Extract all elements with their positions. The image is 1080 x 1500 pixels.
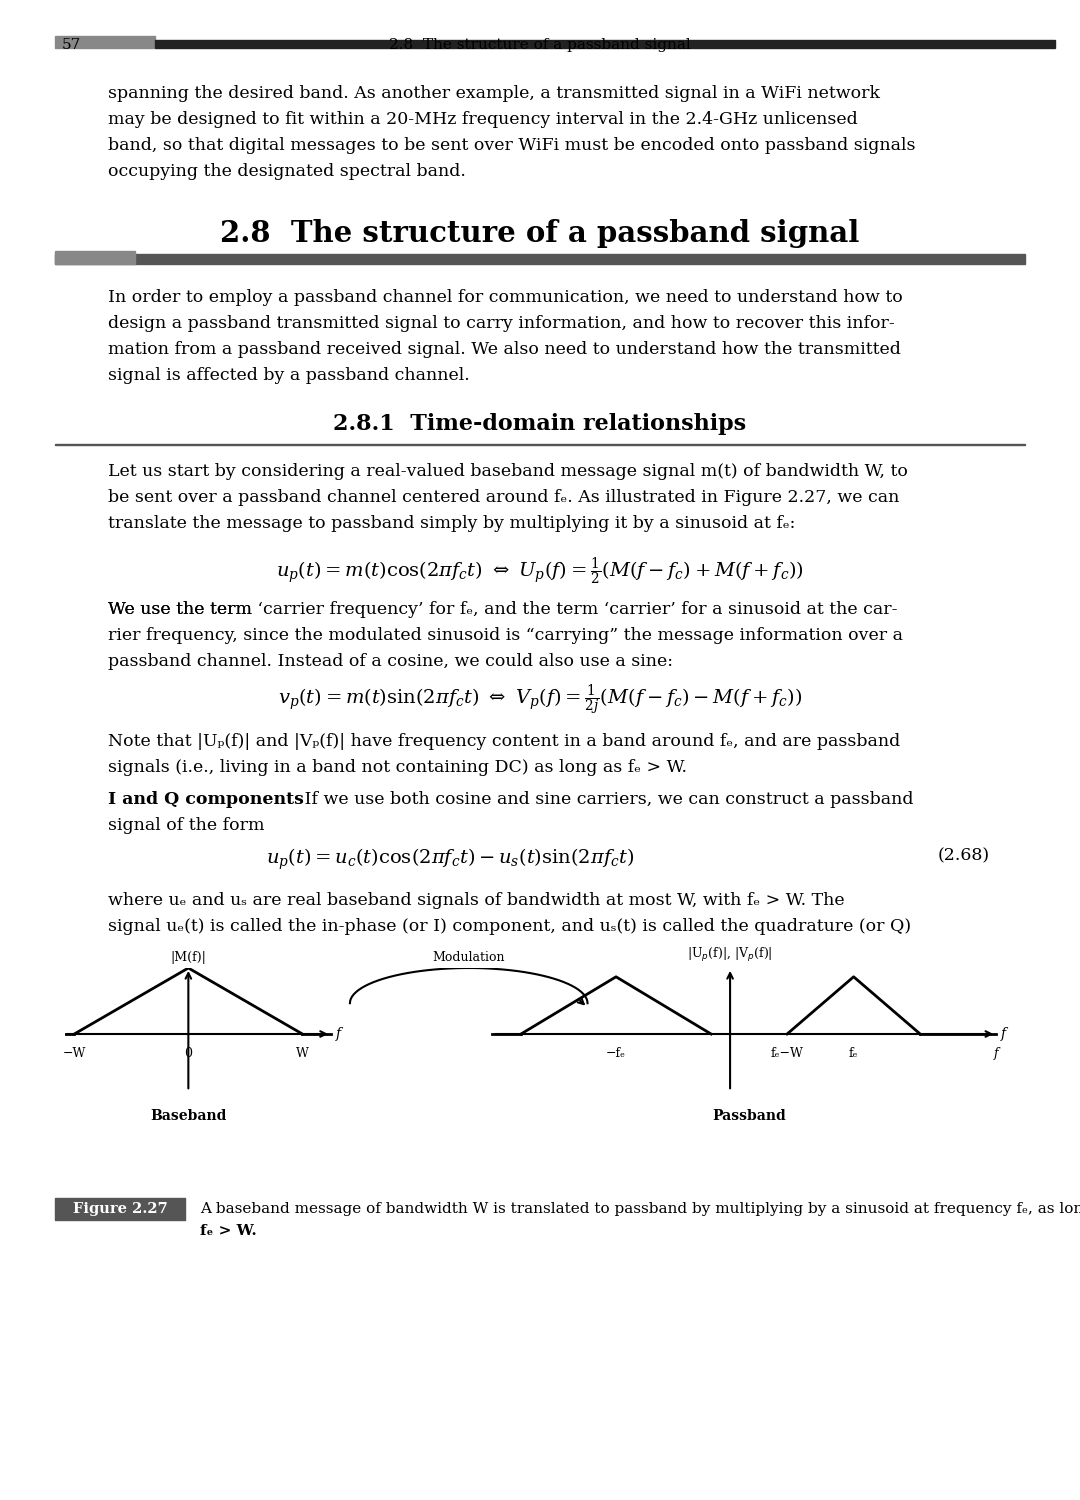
Text: $v_p(t) = m(t)\sin(2\pi f_c t)\ \Leftrightarrow\ V_p(f) = \frac{1}{2j}(M(f - f_c: $v_p(t) = m(t)\sin(2\pi f_c t)\ \Leftrig… xyxy=(278,682,802,718)
Text: In order to employ a passband channel for communication, we need to understand h: In order to employ a passband channel fo… xyxy=(108,290,903,306)
Text: signal is affected by a passband channel.: signal is affected by a passband channel… xyxy=(108,368,470,384)
Text: 0: 0 xyxy=(185,1047,192,1060)
Text: rier frequency, since the modulated sinusoid is “carrying” the message informati: rier frequency, since the modulated sinu… xyxy=(108,627,903,644)
Text: f: f xyxy=(336,1028,341,1041)
Text: 2.8  The structure of a passband signal: 2.8 The structure of a passband signal xyxy=(220,219,860,248)
Text: We use the term ‘carrier frequency’ for fₑ, and the term ‘carrier’ for a sinusoi: We use the term ‘carrier frequency’ for … xyxy=(108,602,897,618)
Text: mation from a passband received signal. We also need to understand how the trans: mation from a passband received signal. … xyxy=(108,340,901,358)
Text: where uₑ and uₛ are real baseband signals of bandwidth at most W, with fₑ > W. T: where uₑ and uₛ are real baseband signal… xyxy=(108,892,845,909)
Text: fₑ: fₑ xyxy=(849,1047,859,1060)
Text: 2.8.1  Time-domain relationships: 2.8.1 Time-domain relationships xyxy=(334,413,746,435)
Text: 2.8  The structure of a passband signal: 2.8 The structure of a passband signal xyxy=(389,38,691,52)
Text: signal of the form: signal of the form xyxy=(108,818,265,834)
Text: 57: 57 xyxy=(62,38,81,52)
Text: be sent over a passband channel centered around fₑ. As illustrated in Figure 2.2: be sent over a passband channel centered… xyxy=(108,489,900,506)
Text: $u_p(t) = m(t)\cos(2\pi f_c t)\ \Leftrightarrow\ U_p(f) = \frac{1}{2}(M(f - f_c): $u_p(t) = m(t)\cos(2\pi f_c t)\ \Leftrig… xyxy=(276,556,804,588)
Bar xyxy=(55,254,1025,264)
Text: |U$_p$(f)|, |V$_p$(f)|: |U$_p$(f)|, |V$_p$(f)| xyxy=(687,945,773,963)
Text: translate the message to passband simply by multiplying it by a sinusoid at fₑ:: translate the message to passband simply… xyxy=(108,514,795,532)
Text: design a passband transmitted signal to carry information, and how to recover th: design a passband transmitted signal to … xyxy=(108,315,894,332)
Bar xyxy=(55,444,1025,446)
Text: fₑ−W: fₑ−W xyxy=(771,1047,804,1060)
Text: |M(f)|: |M(f)| xyxy=(171,951,206,963)
Text: Passband: Passband xyxy=(712,1108,786,1124)
Bar xyxy=(156,40,1055,48)
Bar xyxy=(55,1198,185,1219)
Text: Note that |Uₚ(f)| and |Vₚ(f)| have frequency content in a band around fₑ, and ar: Note that |Uₚ(f)| and |Vₚ(f)| have frequ… xyxy=(108,734,901,750)
Text: spanning the desired band. As another example, a transmitted signal in a WiFi ne: spanning the desired band. As another ex… xyxy=(108,86,880,102)
Text: Let us start by considering a real-valued baseband message signal m(t) of bandwi: Let us start by considering a real-value… xyxy=(108,464,908,480)
Text: signal uₑ(t) is called the in-phase (or I) component, and uₛ(t) is called the qu: signal uₑ(t) is called the in-phase (or … xyxy=(108,918,912,934)
Bar xyxy=(55,251,135,264)
Text: Baseband: Baseband xyxy=(150,1108,227,1124)
Text: $u_p(t) = u_c(t)\cos(2\pi f_c t) - u_s(t)\sin(2\pi f_c t)$: $u_p(t) = u_c(t)\cos(2\pi f_c t) - u_s(t… xyxy=(266,847,634,871)
Text: We use the term: We use the term xyxy=(108,602,257,618)
Text: f: f xyxy=(994,1047,999,1060)
Text: I and Q components: I and Q components xyxy=(108,790,303,808)
Text: may be designed to fit within a 20-MHz frequency interval in the 2.4-GHz unlicen: may be designed to fit within a 20-MHz f… xyxy=(108,111,858,128)
Text: passband channel. Instead of a cosine, we could also use a sine:: passband channel. Instead of a cosine, w… xyxy=(108,652,673,670)
Text: A baseband message of bandwidth W is translated to passband by multiplying by a : A baseband message of bandwidth W is tra… xyxy=(200,1202,1080,1216)
Text: occupying the designated spectral band.: occupying the designated spectral band. xyxy=(108,164,465,180)
Text: (2.68): (2.68) xyxy=(937,847,990,864)
Text: Figure 2.27: Figure 2.27 xyxy=(72,1202,167,1216)
Text: signals (i.e., living in a band not containing DC) as long as fₑ > W.: signals (i.e., living in a band not cont… xyxy=(108,759,687,776)
Text: −fₑ: −fₑ xyxy=(606,1047,626,1060)
Text: f: f xyxy=(1001,1028,1007,1041)
Text: fₑ > W.: fₑ > W. xyxy=(200,1224,257,1238)
Text: band, so that digital messages to be sent over WiFi must be encoded onto passban: band, so that digital messages to be sen… xyxy=(108,136,916,154)
Text: If we use both cosine and sine carriers, we can construct a passband: If we use both cosine and sine carriers,… xyxy=(288,790,914,808)
Bar xyxy=(55,36,156,48)
Text: W: W xyxy=(296,1047,309,1060)
Text: −W: −W xyxy=(63,1047,86,1060)
Text: Modulation: Modulation xyxy=(432,951,505,963)
